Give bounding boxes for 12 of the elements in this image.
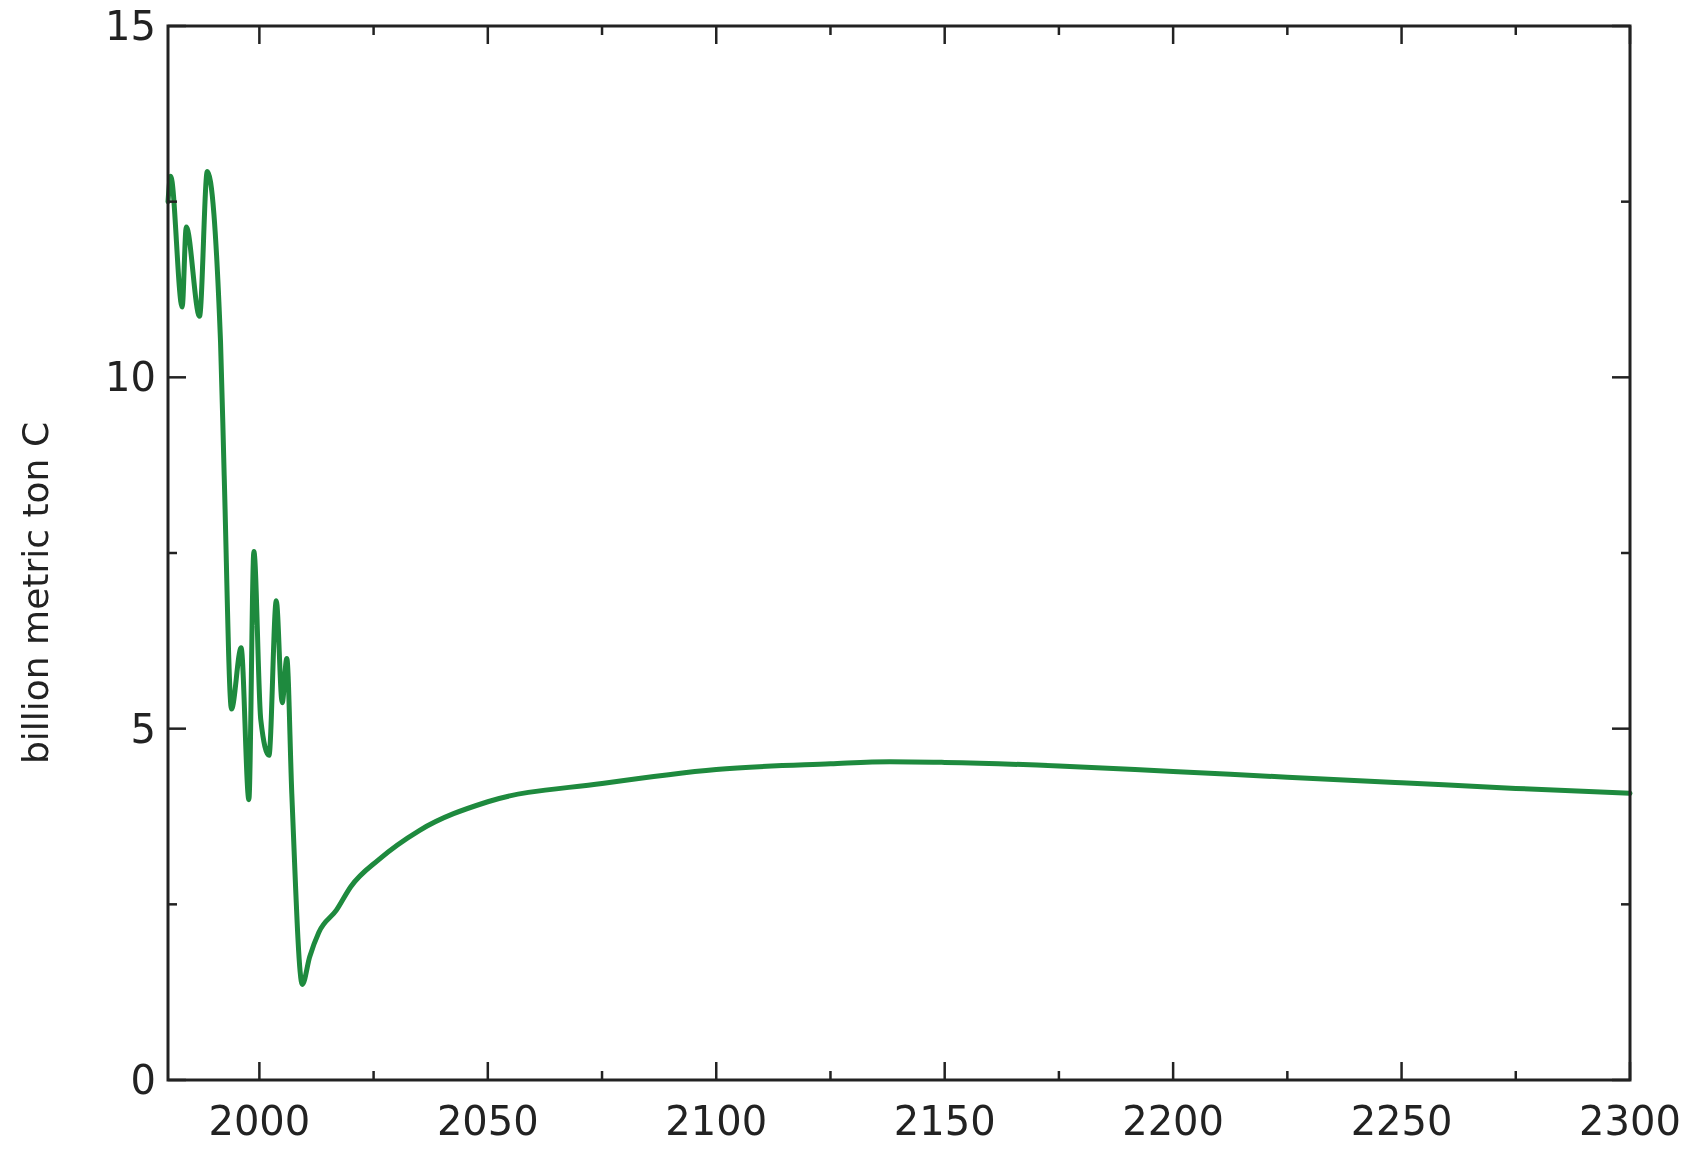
x-tick-label: 2150 (893, 1098, 996, 1144)
y-tick-label: 10 (105, 354, 156, 401)
y-tick-label: 15 (105, 3, 156, 49)
x-tick-label: 2100 (665, 1098, 768, 1144)
x-tick-label: 2250 (1350, 1098, 1453, 1144)
y-tick-label: 0 (130, 1057, 156, 1103)
x-tick-label: 2200 (1122, 1098, 1225, 1144)
x-tick-label: 2300 (1579, 1098, 1681, 1144)
x-tick-label: 2050 (436, 1098, 539, 1144)
y-axis-title: billion metric ton C (15, 421, 56, 765)
y-tick-label: 5 (130, 705, 156, 752)
x-tick-label: 2000 (208, 1098, 311, 1144)
